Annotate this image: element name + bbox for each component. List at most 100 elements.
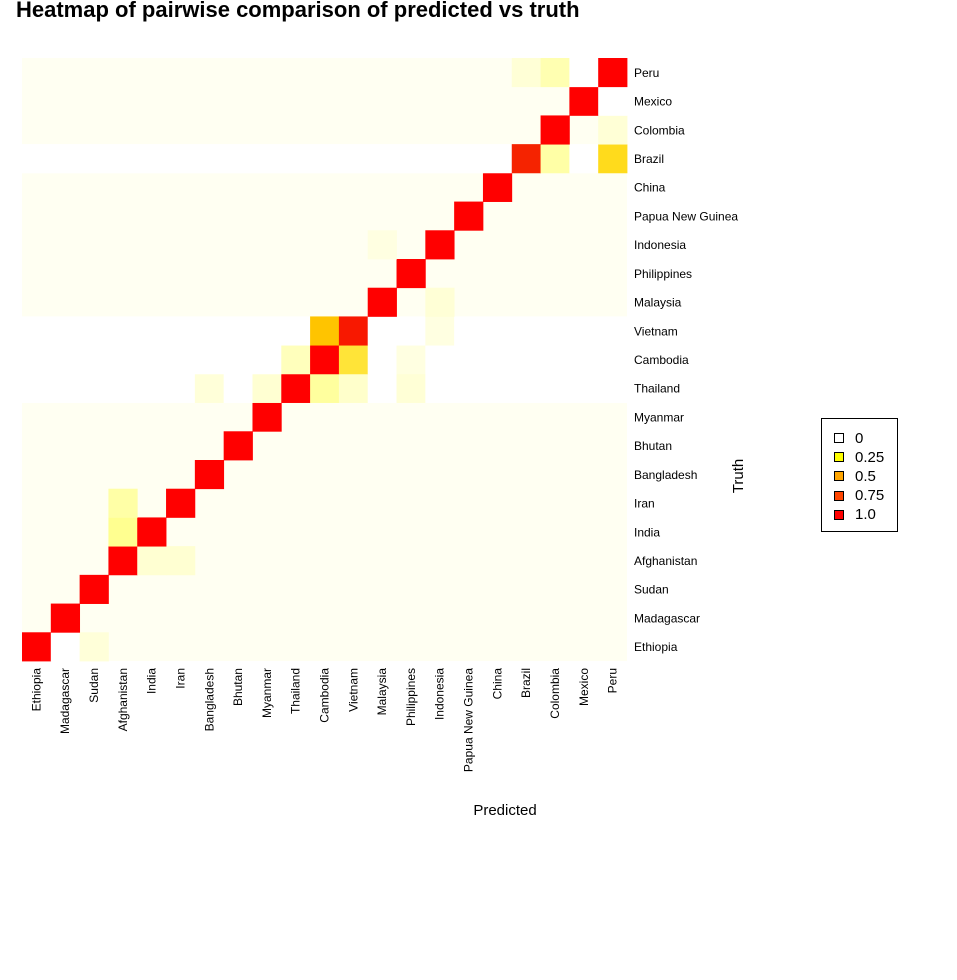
predicted-tick-label: Madagascar: [58, 668, 72, 734]
heatmap-cell: [137, 517, 167, 547]
y-axis-label: Truth: [730, 459, 747, 493]
heatmap-cell: [22, 373, 52, 403]
heatmap-cell: [50, 345, 81, 375]
heatmap-cell: [396, 345, 426, 375]
legend-label: 0: [855, 429, 864, 447]
heatmap-cell: [598, 345, 628, 375]
predicted-tick-label: Colombia: [548, 668, 562, 719]
predicted-tick-label: Papua New Guinea: [462, 668, 476, 772]
heatmap-cell: [540, 373, 570, 403]
heatmap-cell: [137, 316, 167, 346]
heatmap-cell: [194, 345, 225, 375]
heatmap-cell: [482, 373, 513, 403]
heatmap-cell: [454, 373, 484, 403]
predicted-tick-label: Iran: [173, 668, 187, 689]
legend: 0 0.25 0.5 0.75 1.0: [821, 418, 898, 532]
heatmap-cell: [598, 373, 628, 403]
heatmap-cell: [252, 316, 282, 346]
heatmap-cell: [338, 316, 369, 346]
heatmap-cell: [367, 287, 397, 317]
heatmap-cell: [223, 431, 253, 461]
heatmap-cell: [79, 144, 109, 174]
predicted-tick-label: Malaysia: [375, 668, 389, 716]
heatmap-cell: [425, 345, 455, 375]
heatmap-cell: [281, 316, 311, 346]
truth-tick-label: Colombia: [634, 123, 685, 137]
truth-tick-label: Bhutan: [634, 439, 672, 453]
heatmap-cell: [367, 230, 397, 260]
legend-swatch: [834, 452, 844, 463]
heatmap-cell: [137, 546, 167, 576]
heatmap-cell: [310, 345, 340, 375]
heatmap-cell: [511, 144, 541, 174]
heatmap-cell: [338, 144, 369, 174]
predicted-tick-label: Bhutan: [231, 668, 245, 706]
truth-tick-label: Papua New Guinea: [634, 209, 738, 223]
heatmap-cell: [166, 488, 196, 518]
predicted-tick-label: Vietnam: [346, 668, 360, 712]
heatmap-cell: [569, 86, 599, 116]
legend-entry: 1.0: [834, 506, 876, 524]
heatmap-cell: [569, 373, 599, 403]
heatmap-cell: [166, 144, 196, 174]
heatmap-cell: [425, 373, 455, 403]
heatmap-cell: [482, 345, 513, 375]
heatmap-cell: [166, 316, 196, 346]
heatmap-cell: [108, 345, 138, 375]
heatmap-cell: [22, 144, 52, 174]
truth-tick-label: Madagascar: [634, 611, 700, 625]
heatmap-cell: [598, 316, 628, 346]
heatmap-cell: [281, 144, 311, 174]
heatmap-cell: [108, 517, 138, 547]
heatmap-cell: [50, 632, 81, 662]
heatmap-cell: [396, 259, 426, 289]
truth-tick-label: Afghanistan: [634, 554, 697, 568]
heatmap-cell: [511, 58, 541, 88]
heatmap-cell: [425, 287, 455, 317]
heatmap-cell: [396, 144, 426, 174]
heatmap-cell: [281, 345, 311, 375]
heatmap-cell: [194, 460, 225, 490]
legend-swatch: [834, 490, 844, 501]
heatmap-cell: [569, 58, 599, 88]
truth-tick-label: Cambodia: [634, 353, 689, 367]
heatmap-cell: [194, 373, 225, 403]
truth-tick-label: Thailand: [634, 382, 680, 396]
truth-tick-label: Malaysia: [634, 296, 682, 310]
heatmap-cell: [511, 373, 541, 403]
heatmap-cell: [137, 345, 167, 375]
heatmap-cell: [194, 316, 225, 346]
legend-entry: 0: [834, 429, 863, 447]
heatmap-cell: [482, 316, 513, 346]
heatmap-cell: [540, 144, 570, 174]
heatmap-cell: [425, 230, 455, 260]
legend-label: 1.0: [855, 506, 876, 524]
legend-swatch: [834, 471, 844, 482]
heatmap-cell: [137, 373, 167, 403]
heatmap-cell: [79, 345, 109, 375]
heatmap-cell: [166, 373, 196, 403]
legend-swatch: [834, 433, 844, 443]
heatmap-cell: [396, 373, 426, 403]
heatmap-cell: [367, 316, 397, 346]
heatmap-cell: [50, 373, 81, 403]
predicted-tick-label: Thailand: [289, 668, 303, 714]
truth-tick-labels: Ethiopia Madagascar Sudan Afghanistan India I…: [634, 66, 738, 654]
predicted-tick-label: Indonesia: [433, 668, 447, 720]
heatmap-cell: [540, 115, 570, 145]
predicted-tick-label: Philippines: [404, 668, 418, 726]
heatmap-cell: [598, 144, 628, 174]
legend-label: 0.25: [855, 448, 885, 466]
heatmap-cell: [252, 144, 282, 174]
heatmap-cell: [540, 316, 570, 346]
truth-tick-label: Ethiopia: [634, 640, 678, 654]
predicted-tick-label: Brazil: [519, 668, 533, 698]
heatmap-cell: [166, 546, 196, 576]
heatmap-cell: [310, 373, 340, 403]
legend-label: 0.5: [855, 467, 876, 485]
legend-entry: 0.25: [834, 448, 884, 466]
heatmap-cell: [338, 373, 369, 403]
legend-swatch: [834, 509, 844, 520]
heatmap-cell: [569, 345, 599, 375]
